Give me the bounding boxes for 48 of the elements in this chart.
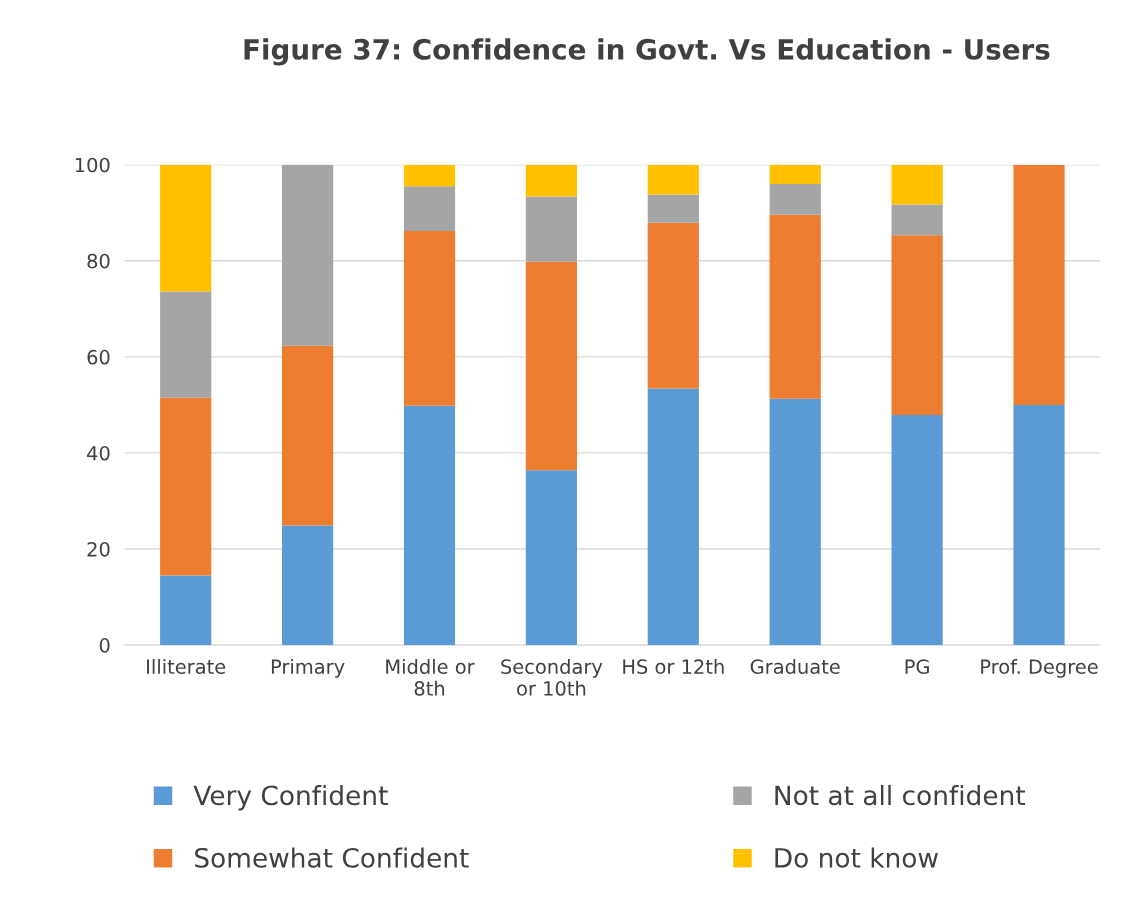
legend-label: Very Confident [193, 784, 388, 811]
bar [282, 525, 334, 646]
bar [403, 405, 456, 646]
bar [525, 470, 578, 646]
legend-label: Do not know [775, 847, 938, 868]
x-tick-label: Graduate [750, 658, 840, 675]
bar [891, 235, 943, 415]
y-tick-label: 80 [87, 253, 110, 269]
bar [891, 204, 943, 236]
y-tick-label: 20 [87, 541, 110, 557]
bar [160, 575, 212, 646]
bar [1013, 404, 1065, 646]
bar [282, 345, 334, 526]
x-tick-label: Primary [271, 658, 345, 678]
x-tick-label: Secondary or 10th [501, 658, 603, 696]
y-tick-label: 100 [75, 157, 110, 173]
x-tick-label: Prof. Degree [981, 658, 1098, 678]
bar [647, 222, 699, 389]
y-tick-label: 0 [99, 638, 110, 653]
chart-title: Figure 37: Confidence in Govt. Vs Education - Users [244, 38, 1050, 66]
bar [160, 397, 212, 576]
bar [769, 183, 821, 215]
bar [891, 164, 943, 205]
bar [769, 398, 821, 646]
bar [160, 164, 212, 292]
x-tick-label: PG [905, 659, 929, 675]
bar [525, 196, 578, 262]
bar [282, 164, 334, 346]
bar [525, 261, 578, 471]
bar [647, 388, 699, 646]
x-tick-label: Middle or 8th [386, 658, 475, 696]
x-tick-label: Illiterate [147, 658, 226, 675]
y-tick-label: 60 [87, 349, 110, 365]
legend-label: Somewhat Confident [195, 847, 469, 868]
bar [769, 214, 821, 399]
bar [403, 230, 456, 406]
x-tick-label: HS or 12th [623, 658, 724, 675]
bar [403, 164, 456, 187]
bar [160, 291, 212, 398]
bar [891, 414, 943, 646]
bar [403, 186, 456, 231]
bar [647, 164, 699, 195]
bar [769, 164, 821, 184]
bar [525, 164, 578, 197]
y-tick-label: 40 [87, 445, 110, 461]
bar [1013, 164, 1065, 405]
bar [647, 194, 699, 223]
legend-label: Not at all confident [775, 784, 1025, 806]
